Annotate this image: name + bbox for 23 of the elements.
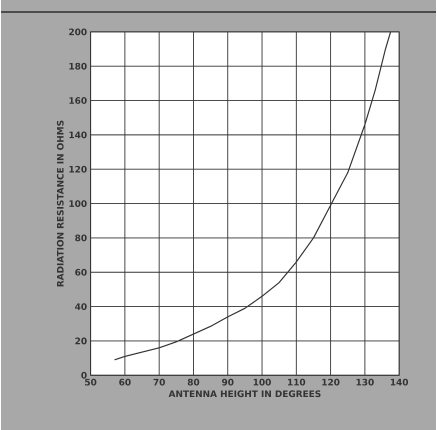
x-tick-label: 80 [188,378,200,386]
x-tick-label: 70 [154,378,165,386]
x-tick-label: 110 [288,378,306,386]
y-tick-label: 200 [69,28,87,36]
x-tick-label: 120 [322,378,340,386]
x-tick-label: 50 [85,378,96,386]
y-tick-label: 180 [69,62,87,70]
y-tick-label: 140 [69,131,87,138]
x-tick-label: 130 [356,378,374,386]
y-axis-title: RADIATION RESISTANCE IN OHMS [56,120,64,286]
x-tick-label: 100 [254,378,271,386]
x-tick-label: 90 [222,378,234,386]
y-tick-label: 80 [75,234,87,242]
x-tick-label: 140 [390,378,408,386]
y-tick-label: 0 [81,372,87,379]
x-tick-label: 60 [119,378,131,386]
y-tick-label: 160 [69,97,87,104]
y-tick-label: 120 [69,166,87,173]
y-tick-label: 40 [75,303,87,310]
y-tick-label: 100 [69,200,87,207]
y-tick-label: 20 [75,338,87,344]
x-axis-title: ANTENNA HEIGHT IN DEGREES [168,390,321,398]
y-tick-label: 60 [75,268,87,276]
